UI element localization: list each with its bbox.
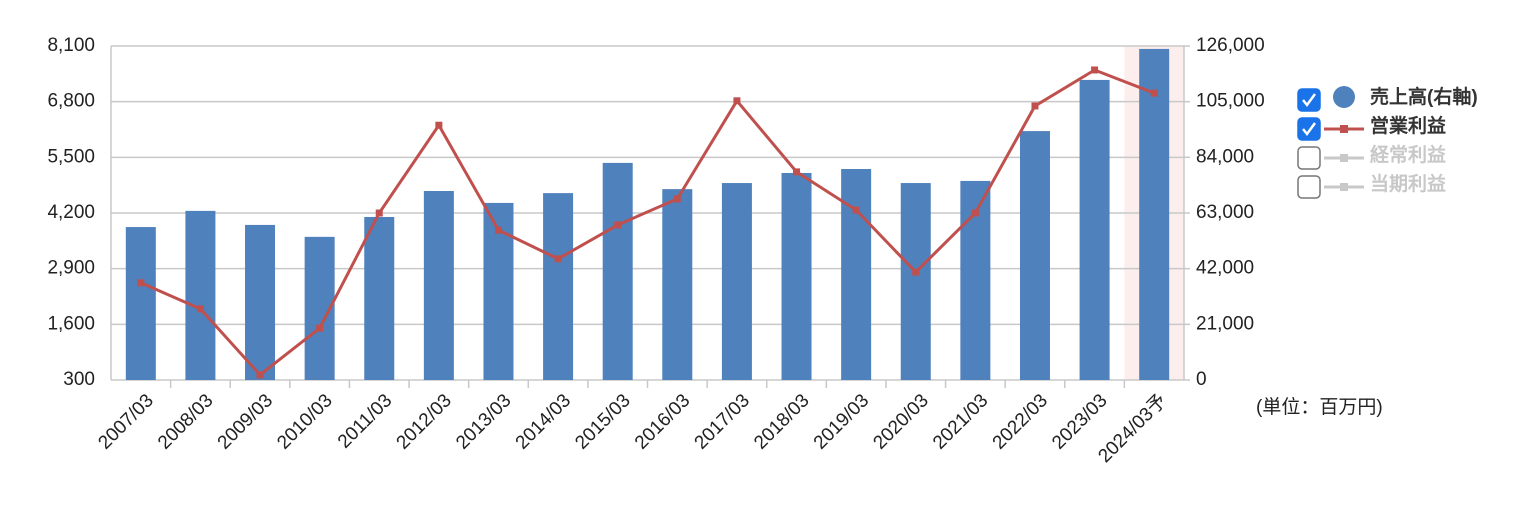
- y-tick-label: 5,500: [47, 146, 95, 167]
- legend-checkbox[interactable]: [1297, 88, 1321, 112]
- x-tick-label: 2021/03: [929, 390, 992, 453]
- y-tick-label: 1,600: [47, 313, 95, 334]
- line-marker: [793, 168, 801, 176]
- check-mark: [1302, 93, 1317, 108]
- line-marker: [1150, 89, 1158, 97]
- line-marker: [196, 305, 204, 313]
- y-tick-label: 4,200: [47, 202, 95, 223]
- bar: [423, 190, 454, 380]
- y2-tick-label: 42,000: [1196, 258, 1254, 279]
- x-tick-label: 2013/03: [452, 390, 515, 453]
- line-marker: [971, 209, 979, 217]
- y2-tick-label: 63,000: [1196, 202, 1254, 223]
- line-marker: [1031, 102, 1039, 110]
- x-tick-label: 2018/03: [750, 390, 813, 453]
- bar: [543, 193, 574, 380]
- legend-label: 経常利益: [1370, 143, 1446, 166]
- x-tick-label: 2007/03: [94, 390, 157, 453]
- bar: [245, 224, 276, 380]
- legend-checkbox[interactable]: [1297, 175, 1321, 199]
- legend-checkbox[interactable]: [1297, 146, 1321, 170]
- x-tick-label: 2009/03: [214, 390, 277, 453]
- unit-note: (単位：百万円): [1256, 396, 1383, 418]
- bar: [721, 183, 752, 380]
- x-tick-label: 2016/03: [631, 390, 694, 453]
- bar: [1019, 131, 1050, 380]
- line-marker: [554, 255, 562, 263]
- y2-tick-label: 126,000: [1196, 35, 1265, 56]
- x-tick-label: 2015/03: [571, 390, 634, 453]
- x-tick-label: 2011/03: [334, 390, 396, 452]
- x-tick-label: 2014/03: [512, 390, 575, 453]
- bar: [185, 210, 216, 380]
- legend-marker: [1340, 183, 1348, 191]
- line-marker: [912, 268, 920, 276]
- legend-marker: [1340, 154, 1348, 162]
- legend-item[interactable]: 当期利益: [1297, 172, 1446, 199]
- y-tick-label: 300: [63, 369, 95, 390]
- line-marker: [435, 121, 443, 129]
- line-marker: [494, 226, 502, 234]
- line-marker: [673, 195, 681, 203]
- x-tick-label: 2022/03: [989, 390, 1052, 453]
- line-marker: [733, 97, 741, 105]
- y2-tick-label: 84,000: [1196, 146, 1254, 167]
- x-tick-label: 2010/03: [273, 390, 336, 453]
- legend-item[interactable]: 経常利益: [1297, 143, 1446, 170]
- legend-marker: [1340, 125, 1348, 133]
- bar: [662, 189, 693, 380]
- y-tick-label: 6,800: [47, 91, 95, 112]
- line: [140, 68, 1155, 377]
- legend-label: 営業利益: [1370, 114, 1446, 137]
- line-marker: [614, 221, 622, 229]
- legend-item[interactable]: 営業利益: [1297, 114, 1446, 141]
- y2-tick-label: 105,000: [1196, 91, 1265, 112]
- bar: [781, 172, 812, 380]
- bar: [125, 227, 156, 380]
- y-tick-label: 2,900: [47, 258, 95, 279]
- line-marker: [316, 324, 324, 332]
- y2-tick-label: 21,000: [1196, 313, 1254, 334]
- x-tick-label: 2019/03: [810, 390, 873, 453]
- x-tick-label: 2020/03: [869, 390, 932, 453]
- y2-tick-label: 0: [1196, 369, 1207, 390]
- x-tick-label: 2017/03: [691, 390, 754, 453]
- bar: [841, 168, 872, 380]
- y-tick-label: 8,100: [47, 35, 95, 56]
- legend-label: 売上高(右軸): [1370, 85, 1478, 108]
- x-tick-label: 2012/03: [393, 390, 456, 453]
- legend-label: 当期利益: [1370, 172, 1446, 195]
- bar: [1139, 48, 1170, 381]
- bar: [1079, 79, 1110, 380]
- line-marker: [137, 279, 145, 287]
- legend-item[interactable]: 売上高(右軸): [1297, 85, 1478, 112]
- x-tick-label: 2008/03: [154, 390, 217, 453]
- line-marker: [1091, 66, 1099, 74]
- bar: [602, 162, 633, 380]
- bar: [364, 216, 395, 380]
- legend-swatch: [1333, 86, 1355, 108]
- line-marker: [375, 209, 383, 217]
- bar: [900, 183, 931, 380]
- legend-checkbox[interactable]: [1297, 117, 1321, 141]
- line-marker: [852, 206, 860, 214]
- check-mark: [1302, 122, 1317, 137]
- line-marker: [256, 371, 264, 379]
